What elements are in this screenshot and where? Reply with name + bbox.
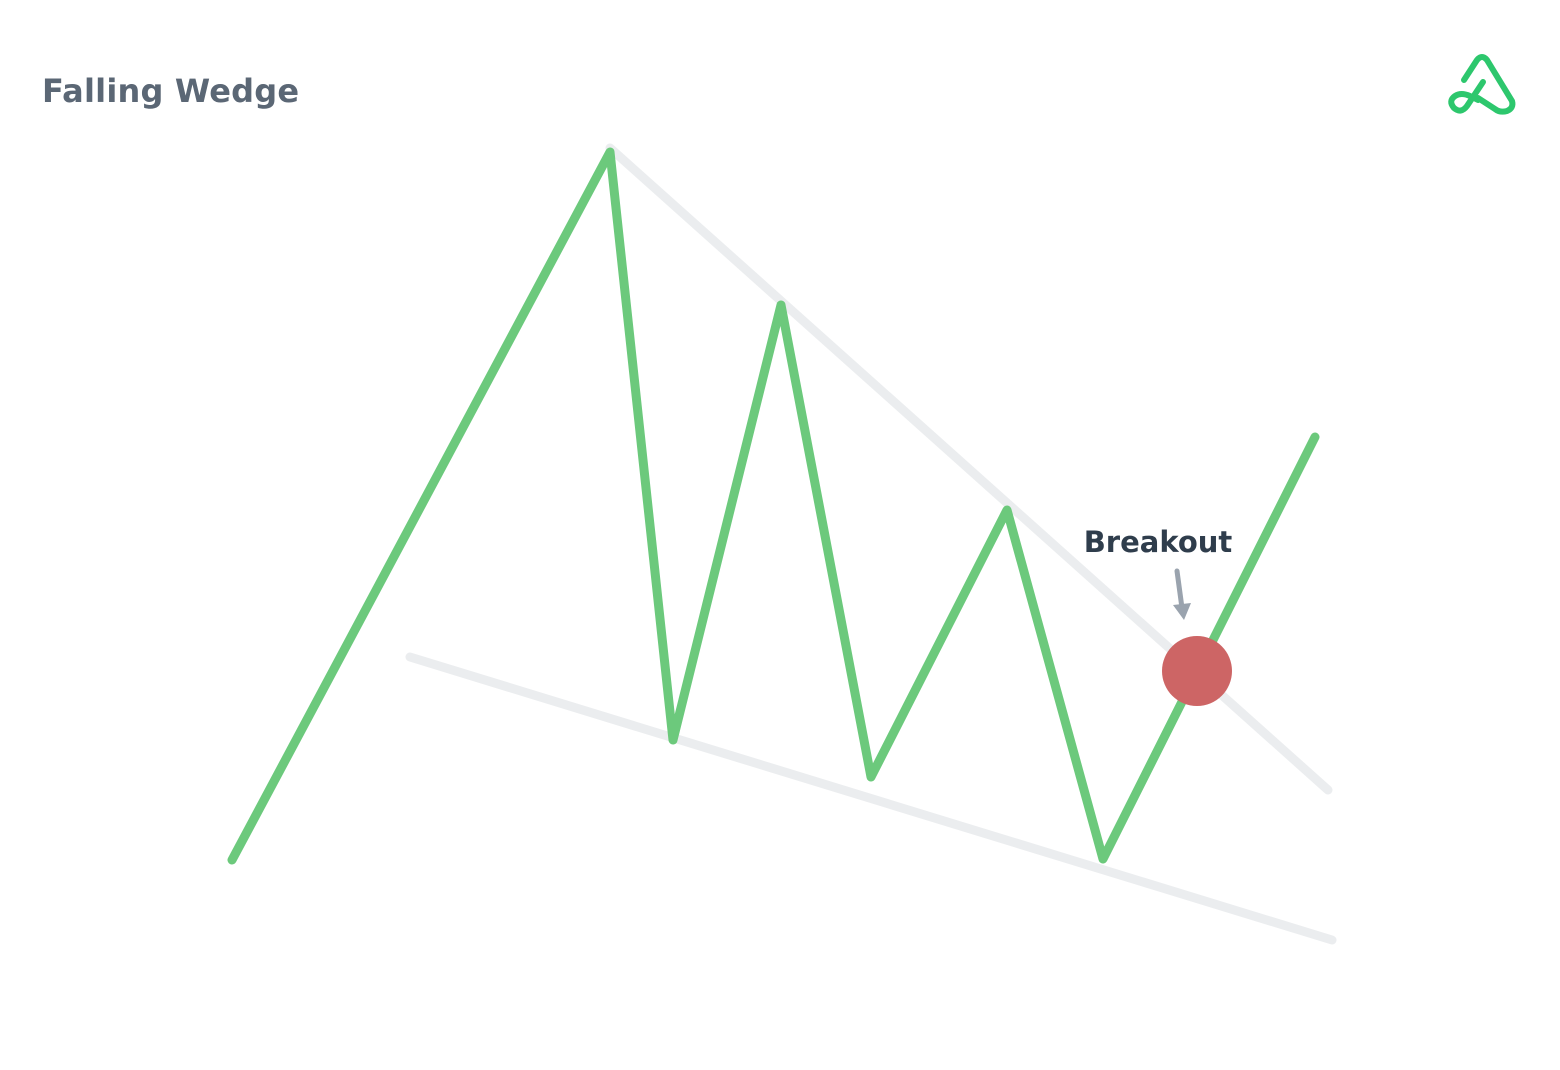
breakout-label: Breakout xyxy=(1084,525,1233,559)
breakout-marker xyxy=(1162,636,1232,706)
breakout-arrow xyxy=(1173,568,1191,620)
price-line xyxy=(227,147,1320,865)
page-title: Falling Wedge xyxy=(42,72,300,110)
brand-logo-icon xyxy=(1448,54,1516,115)
lower-trend-line xyxy=(405,652,1337,945)
